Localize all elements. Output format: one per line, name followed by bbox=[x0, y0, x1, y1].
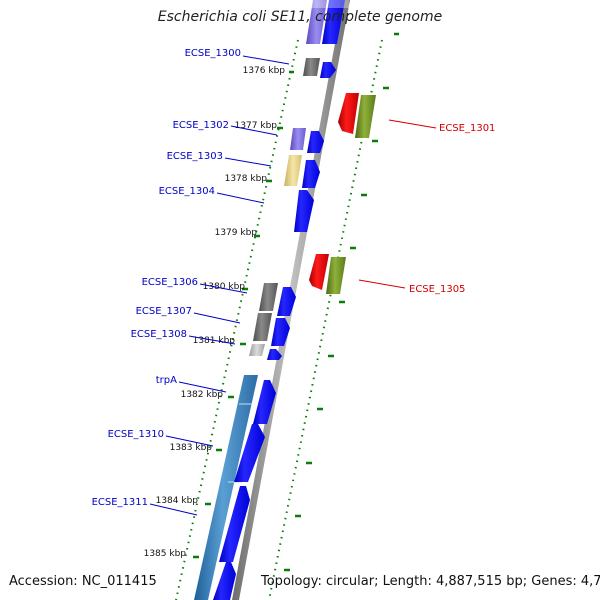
backbone-dotted-lines bbox=[175, 39, 383, 600]
kbp-label: 1378 kbp bbox=[225, 174, 268, 184]
gene-ecse-1303-arrow bbox=[302, 160, 320, 188]
gene-ecse-1305-olive bbox=[326, 257, 346, 294]
gene-ecse-1306-arrow bbox=[277, 287, 296, 316]
left-dotted-line bbox=[175, 39, 299, 600]
kbp-label: 1377 kbp bbox=[235, 121, 278, 131]
reverse-callout-lines bbox=[358, 119, 437, 289]
forward-callout-lines bbox=[149, 55, 290, 516]
gene-ecse-1301-red bbox=[338, 93, 359, 134]
gene-label: ECSE_1307 bbox=[136, 306, 192, 317]
kbp-labels: 1376 kbp 1377 kbp 1378 kbp 1379 kbp 1380… bbox=[144, 66, 286, 559]
gene-top-purple bbox=[306, 0, 327, 44]
gene-label: ECSE_1300 bbox=[185, 48, 241, 59]
reverse-gene-labels: ECSE_1301 ECSE_1305 bbox=[409, 123, 495, 295]
gene-ecse-1310-arrow bbox=[234, 424, 265, 482]
gene-ecse-1306-grey bbox=[259, 283, 278, 311]
page-title: Escherichia coli SE11, complete genome bbox=[157, 9, 443, 25]
top-partial-genes bbox=[306, 0, 349, 44]
kbp-label: 1385 kbp bbox=[144, 549, 187, 559]
forward-genes bbox=[194, 58, 336, 600]
gene-ecse-1300-grey bbox=[303, 58, 320, 76]
kbp-label: 1382 kbp bbox=[181, 390, 224, 400]
right-tick-marks bbox=[284, 32, 399, 572]
accession-text: Accession: NC_011415 bbox=[9, 574, 157, 589]
gene-label: ECSE_1305 bbox=[409, 284, 465, 295]
forward-gene-labels: ECSE_1300 ECSE_1302 ECSE_1303 ECSE_1304 … bbox=[92, 48, 241, 508]
gene-ecse-1311-arrow bbox=[219, 486, 250, 562]
kbp-label: 1383 kbp bbox=[170, 443, 213, 453]
gene-ecse-1302-purple bbox=[290, 128, 306, 150]
gene-label: ECSE_1306 bbox=[142, 277, 198, 288]
kbp-label: 1376 kbp bbox=[243, 66, 286, 76]
gene-ecse-1308-light bbox=[249, 344, 265, 356]
kbp-label: 1380 kbp bbox=[203, 282, 246, 292]
gene-top-blue bbox=[322, 0, 345, 44]
gene-label: ECSE_1301 bbox=[439, 123, 495, 134]
gene-ecse-1304-arrow bbox=[294, 190, 314, 232]
gene-ecse-1301-olive bbox=[355, 95, 376, 138]
gene-label: ECSE_1303 bbox=[167, 151, 223, 162]
gene-ecse-1302-arrow bbox=[307, 131, 324, 153]
gene-ecse-1307-arrow bbox=[271, 318, 290, 346]
gene-label: ECSE_1304 bbox=[159, 186, 215, 197]
gene-bottom-arrow bbox=[213, 562, 236, 600]
gene-trpa-arrow bbox=[253, 380, 276, 424]
gene-ecse-1303-yellow bbox=[284, 155, 302, 186]
kbp-label: 1384 kbp bbox=[156, 496, 199, 506]
gene-label: ECSE_1311 bbox=[92, 497, 148, 508]
gene-label: ECSE_1302 bbox=[173, 120, 229, 131]
gene-trpa-operon bbox=[194, 375, 258, 600]
gene-ecse-1308-arrow bbox=[267, 349, 282, 360]
gene-ecse-1307-grey bbox=[253, 313, 272, 341]
kbp-label: 1381 kbp bbox=[193, 336, 236, 346]
gene-ecse-1305-red bbox=[309, 254, 329, 290]
gene-label: ECSE_1310 bbox=[108, 429, 164, 440]
genome-summary-text: Topology: circular; Length: 4,887,515 bp… bbox=[261, 574, 600, 589]
kbp-label: 1379 kbp bbox=[215, 228, 258, 238]
gene-label: trpA bbox=[156, 375, 177, 386]
reverse-genes bbox=[309, 93, 376, 294]
gene-ecse-1300-arrow bbox=[320, 62, 336, 78]
left-tick-marks bbox=[193, 70, 294, 559]
gene-label: ECSE_1308 bbox=[131, 329, 187, 340]
